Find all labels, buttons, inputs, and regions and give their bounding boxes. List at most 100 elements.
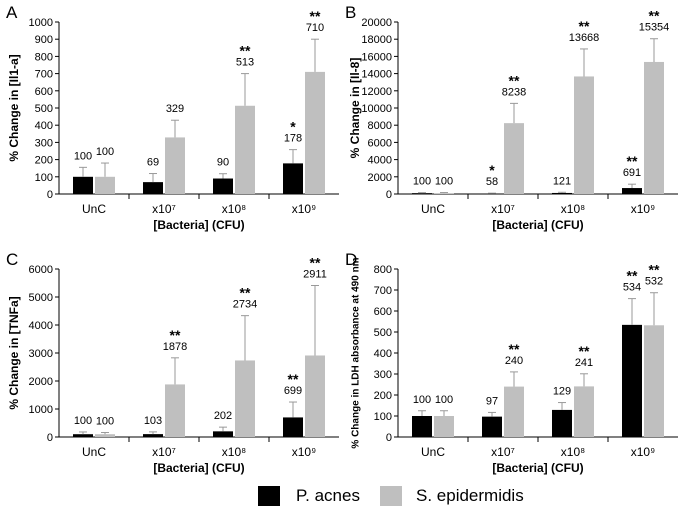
panel-a-x-tick-label: UnC [82,202,106,216]
panel-c-bar-p-acnes [73,434,93,437]
panel-d-value-label: 532 [645,276,663,288]
panel-b-value-label: 100 [413,176,431,188]
panel-a-value-label: 513 [236,57,254,69]
panel-d-letter: D [345,250,357,269]
panel-d-value-label: 129 [553,386,571,398]
panel-d-y-axis-label: % Change in LDH absorbance at 490 nm [350,257,361,448]
panel-a-significance-mark: ** [310,8,321,24]
panel-d-y-tick-label: 500 [374,327,392,339]
panel-c-significance-mark: ** [170,327,181,343]
panel-d-bar-s-epidermidis [644,325,664,437]
panel-b-letter: B [345,3,356,22]
panel-b-x-axis-label: [Bacteria] (CFU) [492,218,583,232]
panel-d-y-tick-label: 800 [374,264,392,276]
panel-d-y-tick-label: 0 [386,432,392,444]
panel-d-value-label: 100 [435,394,453,406]
panel-a-y-tick-label: 300 [35,137,53,149]
panel-d-significance-mark: ** [579,343,590,359]
panel-d-x-tick-label: x10⁷ [491,445,515,459]
panel-c-significance-mark: ** [288,371,299,387]
panel-d-y-tick-label: 200 [374,390,392,402]
panel-b-y-tick-label: 6000 [368,137,392,149]
panel-b-significance-mark: ** [509,72,520,88]
panel-b-y-tick-label: 8000 [368,120,392,132]
panel-d-value-label: 100 [413,394,431,406]
panel-b-value-label: 121 [553,175,571,187]
panel-c-value-label: 1878 [163,341,187,353]
panel-a-y-axis-label: % Change in [Il1-a] [7,54,21,161]
legend-swatch-p-acnes [258,486,280,506]
panel-b-y-tick-label: 10000 [361,103,392,115]
panel-c-y-tick-label: 4000 [29,320,53,332]
panel-b-y-tick-label: 20000 [361,17,392,29]
panel-b-x-tick-label: x10⁹ [631,202,656,216]
panel-c-bar-s-epidermidis [95,434,115,437]
panel-c-y-tick-label: 1000 [29,404,53,416]
panel-c-y-axis-label: % Change in [TNFa] [7,296,21,409]
panel-a-y-tick-label: 900 [35,34,53,46]
panel-b-y-tick-label: 16000 [361,51,392,63]
panel-c-x-axis-label: [Bacteria] (CFU) [153,461,244,475]
panel-c-bar-s-epidermidis [305,355,325,437]
panel-c-value-label: 100 [96,416,114,428]
panel-b-significance-mark: ** [649,8,660,24]
panel-c-value-label: 103 [144,415,162,427]
panel-a-y-tick-label: 200 [35,155,53,167]
panel-d-y-tick-label: 700 [374,285,392,297]
panel-c-letter: C [6,250,18,269]
panel-d-bar-p-acnes [412,416,432,437]
panel-d-value-label: 97 [486,395,498,407]
panel-c-bar-s-epidermidis [165,384,185,437]
panel-d-bar-s-epidermidis [574,386,594,437]
panel-b-significance-mark: * [489,162,495,178]
panel-b-bar-s-epidermidis [434,193,454,194]
panel-b-y-axis-label: % Change in [Il-8] [348,58,362,159]
panel-c-x-tick-label: x10⁸ [222,445,246,459]
panel-c-y-tick-label: 0 [47,432,53,444]
panel-a-value-label: 69 [147,157,159,169]
panel-d-significance-mark: ** [627,268,638,284]
panel-a-x-tick-label: x10⁷ [152,202,176,216]
panel-c-y-tick-label: 3000 [29,348,53,360]
panel-a-bar-s-epidermidis [95,176,115,194]
panel-a-y-tick-label: 1000 [29,17,53,29]
panel-d-bar-s-epidermidis [434,416,454,437]
panel-a-y-tick-label: 500 [35,103,53,115]
panel-c-x-tick-label: x10⁷ [152,445,176,459]
legend-label-s-epidermidis: S. epidermidis [416,486,524,505]
panel-b-value-label: 100 [435,176,453,188]
panel-b-bar-p-acnes [622,188,642,194]
panel-b-value-label: 15354 [639,22,670,34]
panel-a-y-tick-label: 400 [35,120,53,132]
panel-a-value-label: 178 [284,133,302,145]
legend-label-p-acnes: P. acnes [296,486,360,505]
panel-d-value-label: 534 [623,282,641,294]
panel-d-bar-s-epidermidis [504,386,524,437]
panel-a-value-label: 90 [217,157,229,169]
panel-d-value-label: 241 [575,357,593,369]
panel-d-significance-mark: ** [649,262,660,278]
panel-c-value-label: 202 [214,410,232,422]
panel-a-value-label: 100 [74,150,92,162]
panel-d-x-tick-label: x10⁹ [631,445,656,459]
panel-a-bar-s-epidermidis [235,105,255,194]
panel-c-x-tick-label: x10⁹ [292,445,317,459]
panel-b-x-tick-label: UnC [421,202,445,216]
panel-b-bar-p-acnes [552,192,572,194]
panel-a-letter: A [6,3,18,22]
panel-c-value-label: 2734 [233,299,257,311]
panel-a-y-tick-label: 0 [47,189,53,201]
panel-d-bar-p-acnes [552,409,572,437]
panel-c-bar-p-acnes [213,431,233,437]
panel-a-significance-mark: ** [240,43,251,59]
panel-c-value-label: 699 [284,385,302,397]
panel-c-x-tick-label: UnC [82,445,106,459]
panel-a-bar-p-acnes [73,176,93,194]
panel-c-y-tick-label: 6000 [29,264,53,276]
panel-b-y-tick-label: 2000 [368,172,392,184]
panel-b-y-tick-label: 0 [386,189,392,201]
panel-c-y-tick-label: 2000 [29,376,53,388]
panel-b-value-label: 8238 [502,86,526,98]
panel-b-value-label: 13668 [569,32,600,44]
